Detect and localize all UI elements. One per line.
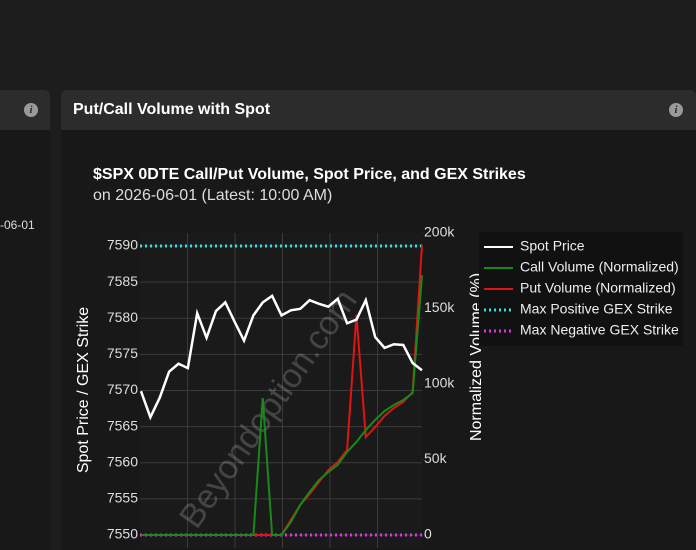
y2-tick-label: 50k — [424, 450, 448, 466]
panel-title: Put/Call Volume with Spot — [73, 101, 271, 118]
info-icon[interactable]: i — [669, 103, 683, 117]
legend-label: Max Negative GEX Strike — [520, 322, 679, 338]
y-axis-title: Spot Price / GEX Strike — [75, 307, 92, 473]
series-line — [139, 293, 423, 421]
y-tick-label: 7575 — [107, 345, 138, 361]
y-tick-label: 7580 — [107, 309, 138, 325]
info-icon[interactable]: i — [24, 103, 38, 117]
y2-tick-label: 200k — [424, 224, 455, 240]
chart-title: $SPX 0DTE Call/Put Volume, Spot Price, a… — [93, 166, 526, 183]
y-tick-label: 7565 — [107, 417, 138, 433]
y-tick-label: 7560 — [107, 453, 138, 469]
y2-tick-label: 100k — [424, 375, 455, 391]
panel-header — [61, 90, 696, 130]
legend-label: Put Volume (Normalized) — [520, 280, 676, 296]
legend-label: Max Positive GEX Strike — [520, 301, 673, 317]
legend-label: Call Volume (Normalized) — [520, 259, 679, 275]
y-tick-label: 7555 — [107, 490, 138, 506]
left-panel-body — [0, 130, 50, 550]
y-tick-label: 7570 — [107, 381, 138, 397]
y-tick-label: 7590 — [107, 237, 138, 253]
date-fragment: -06-01 — [0, 218, 35, 232]
chart-subtitle: on 2026-06-01 (Latest: 10:00 AM) — [93, 187, 332, 204]
legend-label: Spot Price — [520, 238, 585, 254]
y2-tick-label: 0 — [424, 526, 432, 542]
y2-tick-label: 150k — [424, 299, 455, 315]
y-tick-label: 7550 — [107, 526, 138, 542]
y-tick-label: 7585 — [107, 273, 138, 289]
series-line — [141, 275, 423, 537]
legend: Spot Price Call Volume (Normalized) Put Vo… — [479, 232, 683, 346]
